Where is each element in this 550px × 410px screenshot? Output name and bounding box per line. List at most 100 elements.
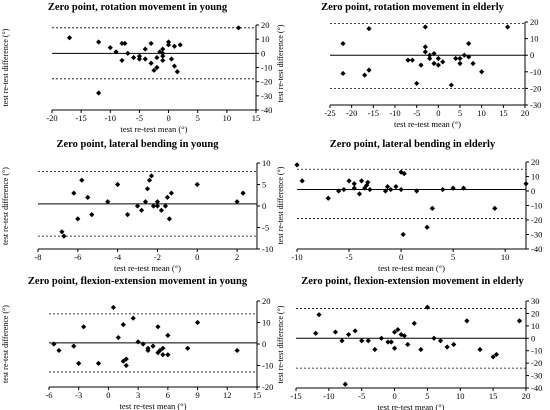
data-point [325, 195, 331, 201]
data-point [466, 54, 472, 60]
y-tick-label: -5 [262, 223, 269, 233]
data-point [366, 26, 372, 32]
x-tick-label: 5 [458, 108, 462, 118]
data-point [71, 190, 77, 196]
chart-title: Zero point, flexion-extension movement i… [301, 276, 524, 287]
x-tick-label: -2 [154, 252, 161, 262]
data-point [342, 381, 348, 387]
data-point [96, 90, 102, 96]
data-point [177, 42, 183, 48]
data-point [154, 203, 161, 209]
data-point [422, 44, 428, 50]
data-point [427, 52, 433, 58]
data-point [358, 178, 365, 184]
data-point [365, 179, 371, 185]
data-point [160, 57, 166, 64]
data-point [435, 55, 441, 62]
x-tick-label: -4 [114, 252, 122, 262]
data-point [398, 186, 404, 193]
data-point [418, 346, 424, 353]
data-point [435, 62, 441, 68]
chart-title: Zero point, rotation movement in young [47, 2, 228, 13]
data-point [148, 40, 154, 47]
x-tick-label: 0 [392, 391, 396, 401]
data-point [505, 24, 511, 30]
data-point [424, 304, 431, 310]
y-axis-label: test re-test difference (°) [1, 167, 10, 245]
data-point [437, 338, 444, 344]
x-tick-label: -20 [346, 108, 357, 118]
x-tick-label: 2 [235, 252, 239, 262]
data-point [401, 333, 408, 339]
data-point [457, 55, 463, 62]
y-tick-label: 10 [531, 321, 540, 331]
y-tick-label: -10 [261, 63, 272, 73]
data-point [130, 315, 136, 321]
data-point [171, 63, 177, 69]
x-tick-label: 0 [166, 113, 170, 123]
data-point [110, 304, 116, 311]
data-point [160, 46, 166, 52]
y-tick-label: -30 [531, 230, 542, 240]
x-tick-label: -15 [368, 108, 379, 118]
data-point [89, 212, 95, 218]
x-tick-label: -10 [323, 391, 334, 401]
data-point [461, 52, 467, 58]
data-point [409, 57, 415, 63]
data-point [79, 177, 85, 183]
data-point [400, 231, 406, 238]
data-point [418, 62, 424, 68]
x-tick-label: 20 [522, 391, 531, 401]
data-point [154, 54, 160, 61]
data-point [151, 67, 157, 73]
data-point [359, 338, 365, 344]
chart-title: Zero point, lateral bending in elderly [329, 139, 496, 150]
x-tick-label: -15 [75, 113, 86, 123]
data-point [51, 341, 57, 347]
data-point [165, 332, 171, 338]
data-point [95, 360, 102, 366]
x-tick-label: -20 [46, 113, 57, 123]
data-point [194, 181, 200, 188]
x-axis-label: test re-test mean (°) [120, 401, 187, 410]
data-point [332, 329, 339, 335]
data-point [367, 186, 373, 193]
y-tick-label: -40 [261, 105, 272, 115]
data-point [96, 39, 102, 45]
data-point [460, 185, 467, 191]
x-axis-label: test re-test mean (°) [121, 124, 188, 134]
data-point [136, 53, 143, 59]
y-tick-label: 10 [530, 34, 539, 44]
y-tick-label: 0 [530, 50, 534, 60]
data-point [479, 69, 485, 75]
data-point [174, 69, 180, 75]
data-point [431, 335, 437, 341]
data-point [71, 343, 77, 349]
x-tick-label: -10 [389, 108, 400, 118]
y-tick-label: 5 [262, 180, 266, 190]
data-point [431, 50, 437, 57]
data-point [122, 40, 128, 47]
data-point [158, 207, 165, 213]
chart-title: Zero point, lateral bending in young [56, 139, 219, 150]
data-point [316, 312, 322, 318]
x-tick-label: -5 [136, 113, 143, 123]
data-point [75, 216, 81, 222]
x-tick-label: 3 [136, 390, 140, 400]
data-point [185, 345, 191, 351]
data-point [148, 173, 155, 179]
data-point [134, 203, 141, 209]
y-tick-label: 0 [531, 333, 535, 343]
y-tick-label: 20 [261, 20, 270, 30]
data-point [372, 346, 378, 353]
data-point [148, 60, 154, 66]
data-point [313, 330, 319, 336]
data-point [405, 57, 411, 63]
data-point [345, 331, 352, 338]
data-point [431, 60, 437, 67]
x-tick-label: -25 [324, 108, 335, 118]
